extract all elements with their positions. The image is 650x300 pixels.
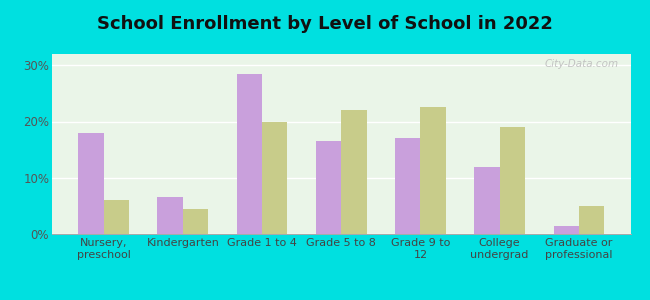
Bar [157, 197, 183, 234]
Bar [421, 107, 446, 234]
Bar [554, 226, 579, 234]
Bar [395, 138, 421, 234]
Text: School Enrollment by Level of School in 2022: School Enrollment by Level of School in … [97, 15, 553, 33]
Bar [341, 110, 367, 234]
Bar [316, 141, 341, 234]
Bar [237, 74, 262, 234]
Bar [474, 167, 500, 234]
Text: City-Data.com: City-Data.com [545, 59, 619, 69]
Bar [183, 209, 208, 234]
Bar [500, 127, 525, 234]
Bar [262, 122, 287, 234]
Bar [579, 206, 604, 234]
Bar [103, 200, 129, 234]
Bar [78, 133, 103, 234]
